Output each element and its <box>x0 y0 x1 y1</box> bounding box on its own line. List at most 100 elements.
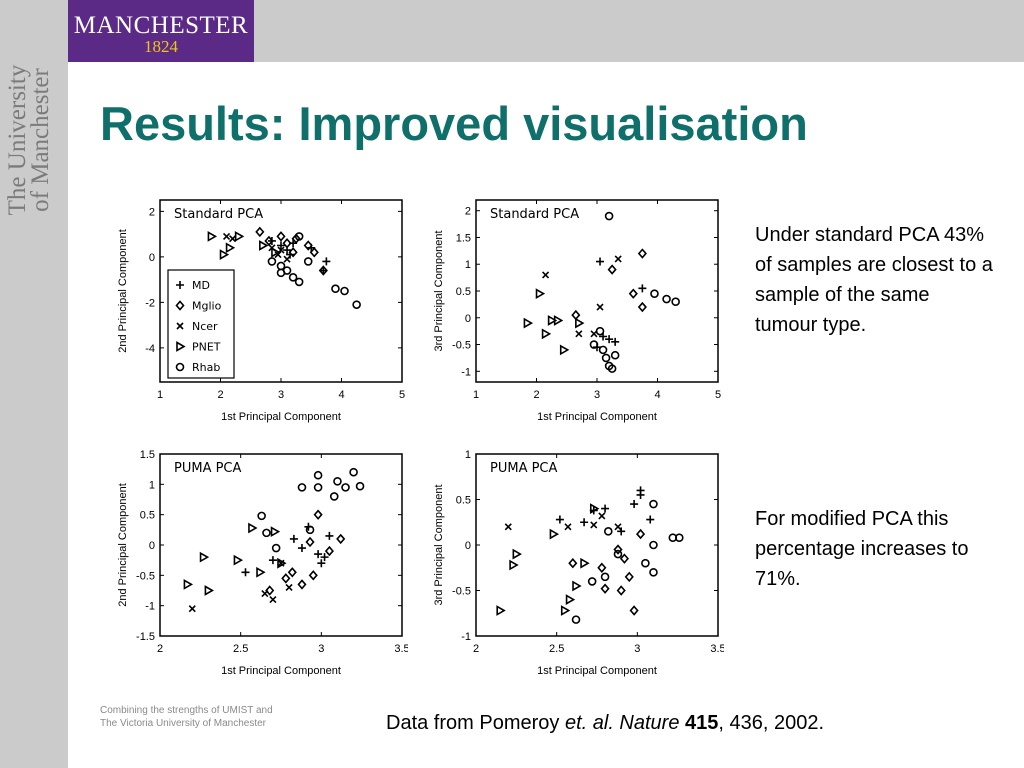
data-point-mglio <box>629 605 639 616</box>
data-point-mglio <box>635 528 646 540</box>
data-point-ncer <box>269 596 277 604</box>
legend: MD Mglio Ncer PNET Rhab <box>167 269 235 379</box>
data-point-mglio <box>318 265 328 276</box>
series-mglio <box>265 509 346 596</box>
y-tick-label: -0.5 <box>452 340 471 352</box>
data-point-mglio <box>607 264 617 275</box>
data-point-md <box>325 531 334 540</box>
legend-marker-mglio <box>175 300 185 311</box>
x-tick-label: 3 <box>278 389 284 401</box>
scatter-plot-standard-pca-pc3: 1 2 3 4 5 2 1.5 1 0.5 0 -0.5 -1 1st Principal Compon… <box>424 196 724 426</box>
series-mglio <box>568 528 646 616</box>
data-point-rhab <box>331 284 340 294</box>
x-tick-label: 2.5 <box>233 643 248 655</box>
data-point-ncer <box>590 521 598 529</box>
plot-frame <box>159 453 403 637</box>
data-point-pnet <box>496 605 506 616</box>
data-point-ncer <box>222 232 231 240</box>
data-point-ncer <box>564 523 572 531</box>
data-point-md <box>297 544 306 553</box>
data-point-rhab <box>294 232 304 241</box>
data-point-rhab <box>349 467 358 477</box>
legend-label-rhab: Rhab <box>192 361 220 374</box>
data-point-mglio <box>281 573 291 584</box>
data-point-pnet <box>553 315 564 326</box>
series-md <box>555 486 655 536</box>
y-tick-label: 1.5 <box>456 232 471 244</box>
x-tick-label: 2 <box>217 389 223 401</box>
x-axis-label: 1st Principal Component <box>221 665 341 677</box>
data-point-rhab <box>603 527 613 536</box>
university-logo: MANCHESTER 1824 <box>68 0 254 62</box>
data-point-rhab <box>674 533 684 543</box>
data-point-md <box>268 556 277 565</box>
data-point-md <box>596 257 605 266</box>
y-tick-label: 0 <box>465 540 471 552</box>
x-tick-label: 2 <box>157 643 163 655</box>
series-rhab <box>571 499 684 624</box>
data-point-rhab <box>671 297 680 307</box>
y-axis-label: 2nd Principal Component <box>117 229 129 353</box>
note-modified-pca: For modified PCA this percentage increas… <box>755 508 969 590</box>
data-point-rhab <box>613 549 623 559</box>
y-tick-label: -1 <box>461 631 471 643</box>
x-axis-label: 1st Principal Component <box>537 665 657 677</box>
data-point-rhab <box>610 350 620 360</box>
left-banner <box>0 62 68 768</box>
data-point-ncer <box>596 303 604 311</box>
series-ncer <box>504 512 622 531</box>
data-point-md <box>241 568 250 577</box>
data-point-pnet <box>225 242 236 254</box>
data-point-rhab <box>267 257 277 266</box>
data-point-rhab <box>257 511 266 521</box>
series-mglio <box>255 226 328 276</box>
series-rhab <box>257 467 365 553</box>
data-point-rhab <box>650 289 659 298</box>
data-point-mglio <box>336 533 346 545</box>
data-point-rhab <box>352 300 361 309</box>
data-point-ncer <box>283 255 291 263</box>
data-point-mglio <box>305 536 315 548</box>
data-point-mglio <box>288 247 298 258</box>
y-tick-label: -0.5 <box>136 570 155 582</box>
scatter-plot-standard-pca-pc2: 1 2 3 4 5 2 0 -2 -4 1st Principal Component 2nd Pr… <box>108 196 408 426</box>
data-point-pnet <box>199 551 210 563</box>
data-point-md <box>605 335 614 344</box>
data-point-pnet <box>271 246 281 258</box>
legend-label-ncer: Ncer <box>192 320 218 333</box>
citation-suffix: , 436, 2002. <box>718 712 825 734</box>
data-point-mglio <box>616 585 626 596</box>
series-pnet <box>496 503 600 616</box>
data-point-ncer <box>598 512 606 520</box>
x-tick-label: 2.5 <box>549 643 564 655</box>
chart-svg: 2 2.5 3 3.5 1.5 1 0.5 0 -0.5 -1 -1.5 1st Principal … <box>117 450 408 677</box>
y-tick-label: -0.5 <box>452 586 471 598</box>
data-point-rhab <box>649 499 658 509</box>
x-tick-label: 1 <box>473 389 479 401</box>
vertical-text-line2: of Manchester <box>27 68 54 212</box>
data-point-pnet <box>580 557 590 569</box>
data-point-mglio <box>309 247 319 258</box>
data-point-rhab <box>329 492 339 501</box>
data-point-rhab <box>641 558 650 568</box>
data-point-pnet <box>259 240 269 251</box>
data-point-rhab <box>303 257 313 266</box>
data-point-pnet <box>204 585 215 596</box>
data-point-pnet <box>572 580 582 592</box>
data-point-mglio <box>287 567 297 578</box>
data-point-mglio <box>255 226 265 238</box>
series-mglio <box>571 248 647 321</box>
data-point-rhab <box>595 326 605 336</box>
plot-frame <box>475 199 719 383</box>
y-tick-label: -1 <box>145 601 155 613</box>
data-point-rhab <box>340 286 349 296</box>
y-tick-label: -4 <box>145 343 155 355</box>
x-tick-label: 3.5 <box>394 643 408 655</box>
data-point-pnet <box>509 559 519 571</box>
data-point-mglio <box>624 571 634 583</box>
data-point-ncer <box>285 583 293 592</box>
data-point-pnet <box>560 605 571 616</box>
y-tick-label: -1 <box>461 366 471 378</box>
data-point-mglio <box>291 233 301 244</box>
chart-svg: 2 2.5 3 3.5 1 0.5 0 -0.5 -1 1st Principal Compone… <box>433 450 724 677</box>
